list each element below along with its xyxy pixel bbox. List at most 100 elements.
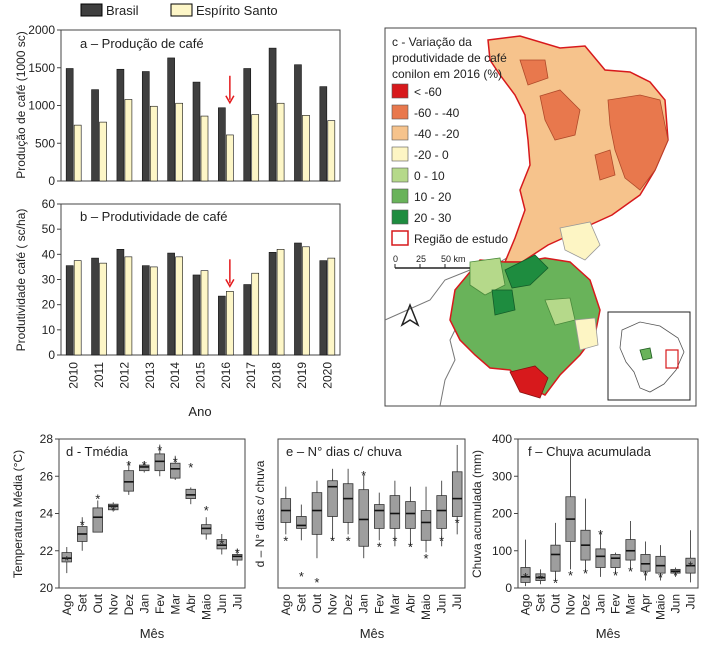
bar-espirito-santo (149, 266, 158, 356)
point-2016: * (80, 518, 85, 533)
box-iqr (550, 544, 561, 572)
point-2016: * (583, 566, 588, 581)
bar-espirito-santo (99, 121, 107, 182)
xtick-label: Jun (435, 594, 449, 613)
xtick-label: Abr (403, 594, 417, 613)
panel-e-boxes: * * * * * * * * * * * * (280, 444, 463, 590)
point-2016: * (377, 539, 382, 554)
panel-a-bars (65, 47, 336, 182)
map-legend-label: 10 - 20 (414, 190, 452, 204)
point-2016: * (673, 568, 678, 583)
box-iqr (610, 554, 621, 568)
xtick-label: Ago (519, 594, 533, 616)
xtick-label: 2011 (92, 362, 106, 388)
xtick-label: Nov (106, 594, 120, 615)
point-2016: * (568, 568, 573, 583)
xtick-label: Maio (419, 594, 433, 620)
box-iqr (389, 495, 401, 529)
box-iqr (185, 488, 196, 500)
panel-d-boxes: * * * * * * * * * * * * (61, 443, 243, 574)
box-iqr (170, 462, 181, 479)
point-2016: * (392, 533, 397, 548)
box-iqr (216, 539, 227, 550)
panel-a-yticks: 0 500 1000 1500 2000 (28, 23, 61, 188)
bar-brasil (319, 86, 328, 182)
bar-espirito-santo (276, 249, 285, 356)
panel-f-xlabel: Mês (596, 626, 621, 641)
bar-brasil (65, 68, 74, 182)
panel-d-ylabel: Temperatura Média (°C) (11, 450, 25, 578)
bar-brasil (91, 89, 99, 182)
bar-espirito-santo (251, 114, 260, 182)
box-iqr (655, 555, 666, 574)
bar-espirito-santo (200, 270, 209, 356)
point-2016: * (643, 568, 648, 583)
ytick-label: 2000 (28, 23, 55, 37)
map-legend-label: 0 - 10 (414, 169, 445, 183)
map-legend: < -60 -60 - -40 -40 - -20 -20 - 0 0 - 10 10 -… (391, 83, 460, 225)
box-iqr (342, 483, 354, 523)
bar-espirito-santo (99, 262, 107, 356)
xtick-label: 2016 (219, 362, 233, 389)
bar-brasil (116, 249, 125, 356)
map-legend-swatch (391, 104, 409, 120)
panel-f-ylabel: Chuva acumulada (mm) (470, 450, 484, 578)
scale-label-0: 0 (393, 254, 398, 264)
xtick-label: Out (549, 593, 563, 613)
xtick-label: Jan (137, 594, 151, 613)
panel-e-rain-days: e – N° dias c/ chuva d – N° dias c/ chuv… (253, 438, 466, 641)
legend-label-es: Espírito Santo (196, 3, 278, 18)
point-2016: * (126, 458, 131, 473)
map-scale-bar: 0 25 50 km (393, 254, 470, 269)
xtick-label: Fev (153, 594, 167, 614)
map-region-pale-south (574, 317, 599, 351)
point-2016: * (628, 564, 633, 579)
xtick-label: Jul (230, 594, 244, 609)
scale-label-25: 25 (416, 254, 426, 264)
panel-a-production: a – Produção de café Produção de café (1… (14, 23, 341, 188)
box-iqr (625, 539, 636, 561)
map-region-pale (559, 221, 601, 261)
bar-brasil (243, 68, 252, 182)
xtick-label: Set (534, 593, 548, 612)
point-2016: * (424, 551, 429, 566)
map-legend-swatch (391, 83, 409, 99)
bar-espirito-santo (149, 105, 158, 182)
map-inset-study-box (665, 349, 679, 369)
box-iqr (451, 471, 463, 517)
xtick-label: Abr (184, 594, 198, 613)
ytick-label: 0 (48, 174, 55, 188)
ytick-label: 60 (42, 197, 56, 211)
ytick-label: 1000 (28, 99, 55, 113)
bar-brasil (294, 242, 302, 356)
box-iqr (420, 510, 432, 541)
map-region-coast (594, 149, 616, 181)
ytick-label: 26 (40, 469, 54, 483)
ytick-label: 1500 (28, 61, 55, 75)
panel-b-title: b – Produtividade de café (80, 209, 227, 224)
ytick-label: 24 (40, 507, 54, 521)
panel-b-xlabel: Ano (188, 404, 211, 419)
point-2016: * (613, 568, 618, 583)
panel-e-xticklabels: Ago Set Out Nov Dez Jan Fev Mar Abr Maio Jun Jul (279, 593, 464, 620)
panel-a-title: a – Produção de café (80, 36, 204, 51)
panel-e-xlabel: Mês (360, 626, 385, 641)
map-region-red (509, 365, 549, 399)
ytick-label: 30 (42, 273, 56, 287)
point-2016: * (553, 575, 558, 590)
xtick-label: Nov (564, 594, 578, 615)
xtick-label: 2018 (270, 362, 284, 389)
box-iqr (61, 552, 72, 563)
point-2016: * (658, 570, 663, 585)
box-iqr (358, 489, 369, 547)
legend-swatch-brasil (80, 3, 103, 17)
box-iqr (123, 470, 134, 492)
bar-brasil (294, 64, 302, 182)
scale-label-50: 50 km (441, 254, 466, 264)
bar-espirito-santo (302, 246, 310, 356)
point-2016: * (299, 569, 304, 584)
panel-b-xticklabels: 2010 2011 2012 2013 2014 2015 2016 2017 2018 2019… (67, 362, 335, 389)
bar-brasil (91, 257, 99, 356)
bar-brasil (268, 47, 277, 182)
panel-f-frame (517, 438, 699, 589)
